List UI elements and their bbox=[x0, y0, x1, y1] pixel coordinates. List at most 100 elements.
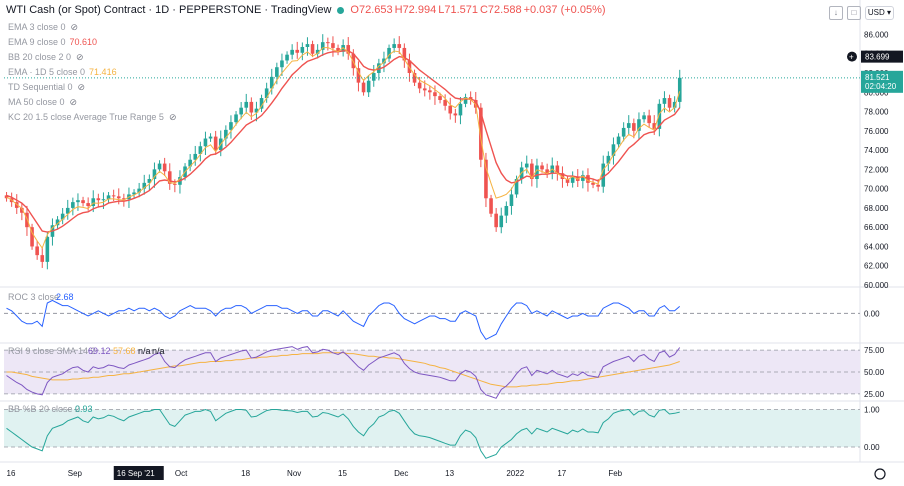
candle-body bbox=[224, 129, 228, 139]
candle-body bbox=[315, 49, 320, 54]
download-icon[interactable]: ↓ bbox=[828, 6, 843, 20]
candle-body bbox=[489, 198, 493, 214]
candle-body bbox=[249, 101, 254, 113]
candle-body bbox=[35, 246, 39, 256]
candle-body bbox=[157, 163, 162, 170]
visibility-hidden-icon[interactable]: ⊘ bbox=[168, 112, 177, 122]
time-tick-label: 13 bbox=[445, 469, 454, 478]
candle-body bbox=[285, 54, 289, 61]
indicator-legend-row[interactable]: BB 20 close 2 0 ⊘ bbox=[8, 52, 84, 63]
candle-body bbox=[229, 122, 233, 130]
last-price-badge bbox=[861, 70, 903, 93]
candle-body bbox=[45, 236, 50, 262]
chart-toolbar: ↓ □ USD ▾ bbox=[828, 6, 894, 20]
candle-body bbox=[346, 45, 351, 54]
time-tick-label: Dec bbox=[394, 469, 408, 478]
candle-body bbox=[397, 44, 402, 48]
candle-body bbox=[86, 203, 90, 206]
candle-body bbox=[672, 101, 677, 108]
currency-label: USD bbox=[867, 8, 885, 17]
candle-body bbox=[647, 115, 651, 124]
candle-body bbox=[198, 146, 203, 154]
candle-body bbox=[387, 47, 391, 59]
candle-body bbox=[336, 47, 340, 52]
candle-body bbox=[147, 179, 152, 183]
time-tick-label: 2022 bbox=[506, 469, 524, 478]
candle-body bbox=[514, 179, 519, 195]
maximize-icon[interactable]: □ bbox=[846, 6, 861, 20]
candle-body bbox=[545, 169, 549, 174]
indicator-label: TD Sequential 0 bbox=[8, 82, 73, 92]
time-tick-label: 15 bbox=[338, 469, 347, 478]
candle-body bbox=[116, 196, 121, 199]
candle-body bbox=[101, 199, 106, 201]
candle-body bbox=[269, 76, 274, 89]
candle-body bbox=[152, 169, 157, 179]
rsi-label: RSI 9 close SMA 14 2 bbox=[8, 346, 96, 356]
indicator-legend-row[interactable]: EMA 9 close 0 70.610 bbox=[8, 37, 97, 47]
candle-body bbox=[632, 123, 636, 131]
candle-body bbox=[591, 182, 595, 185]
visibility-hidden-icon[interactable]: ⊘ bbox=[69, 97, 78, 107]
candle-body bbox=[621, 127, 626, 137]
price-tick-label: 66.000 bbox=[864, 223, 889, 232]
market-status-icon bbox=[337, 6, 345, 14]
candle-body bbox=[208, 136, 213, 139]
visibility-hidden-icon[interactable]: ⊘ bbox=[76, 52, 84, 62]
price-tick-label: 86.000 bbox=[864, 30, 889, 39]
currency-select[interactable]: USD ▾ bbox=[864, 6, 894, 20]
bb-band-fill bbox=[4, 409, 860, 447]
price-tick-label: 68.000 bbox=[864, 204, 889, 213]
indicator-legend-row[interactable]: KC 20 1.5 close Average True Range 5 ⊘ bbox=[8, 112, 176, 123]
roc-line bbox=[6, 299, 681, 341]
candle-body bbox=[453, 113, 458, 116]
rsi-na-value: n/a bbox=[152, 346, 165, 356]
indicator-value: 70.610 bbox=[69, 37, 98, 47]
rsi-sma-line bbox=[6, 352, 680, 388]
countdown-label: 02:04:20 bbox=[865, 82, 897, 91]
visibility-hidden-icon[interactable]: ⊘ bbox=[77, 82, 86, 92]
time-tick-label: 16 bbox=[7, 469, 16, 478]
candle-body bbox=[499, 215, 504, 228]
rsi-line bbox=[6, 346, 681, 399]
candle-body bbox=[402, 47, 407, 61]
candle-body bbox=[244, 101, 249, 108]
candle-body bbox=[96, 198, 101, 201]
time-tick-label: Sep bbox=[68, 469, 83, 478]
roc-label: ROC 3 close bbox=[8, 292, 59, 302]
candle-body bbox=[509, 194, 514, 206]
candle-body bbox=[60, 213, 65, 220]
bb-label: BB %B 20 close 2 bbox=[8, 404, 80, 414]
candle-body bbox=[254, 108, 259, 113]
rsi-tick-label: 50.00 bbox=[864, 368, 885, 377]
candle-body bbox=[361, 82, 366, 93]
price-tick-label: 78.000 bbox=[864, 108, 889, 117]
bb-value: 0.93 bbox=[75, 404, 93, 414]
candle-body bbox=[239, 107, 243, 115]
indicator-legend-row[interactable]: EMA 3 close 0 ⊘ bbox=[8, 22, 78, 33]
candle-body bbox=[535, 165, 539, 179]
rsi-tick-label: 25.00 bbox=[864, 390, 885, 399]
candle-body bbox=[310, 44, 315, 54]
candle-body bbox=[458, 103, 463, 116]
candle-body bbox=[76, 200, 80, 203]
candle-body bbox=[300, 46, 305, 53]
indicator-label: KC 20 1.5 close Average True Range 5 bbox=[8, 112, 164, 122]
visibility-hidden-icon[interactable]: ⊘ bbox=[70, 22, 79, 32]
indicator-legend-row[interactable]: TD Sequential 0 ⊘ bbox=[8, 82, 85, 93]
candle-body bbox=[606, 155, 611, 164]
price-tick-label: 62.000 bbox=[864, 262, 889, 271]
time-tick-label: 16 Sep '21 bbox=[117, 469, 156, 478]
symbol-title[interactable]: WTI Cash (or Spot) Contract · 1D · PEPPE… bbox=[6, 4, 332, 16]
indicator-label: EMA · 1D 5 close 0 bbox=[8, 67, 86, 77]
candle-body bbox=[570, 177, 575, 183]
indicator-legend-row[interactable]: EMA · 1D 5 close 0 71.416 bbox=[8, 67, 117, 77]
indicator-legend-row[interactable]: MA 50 close 0 ⊘ bbox=[8, 97, 77, 108]
candle-body bbox=[642, 115, 646, 120]
candle-body bbox=[371, 73, 376, 81]
ohlc-change: +0.037 (+0.05%) bbox=[523, 4, 606, 16]
indicator-label: BB 20 close 2 0 bbox=[8, 52, 72, 62]
candle-body bbox=[428, 90, 432, 93]
candle-body bbox=[356, 68, 361, 83]
